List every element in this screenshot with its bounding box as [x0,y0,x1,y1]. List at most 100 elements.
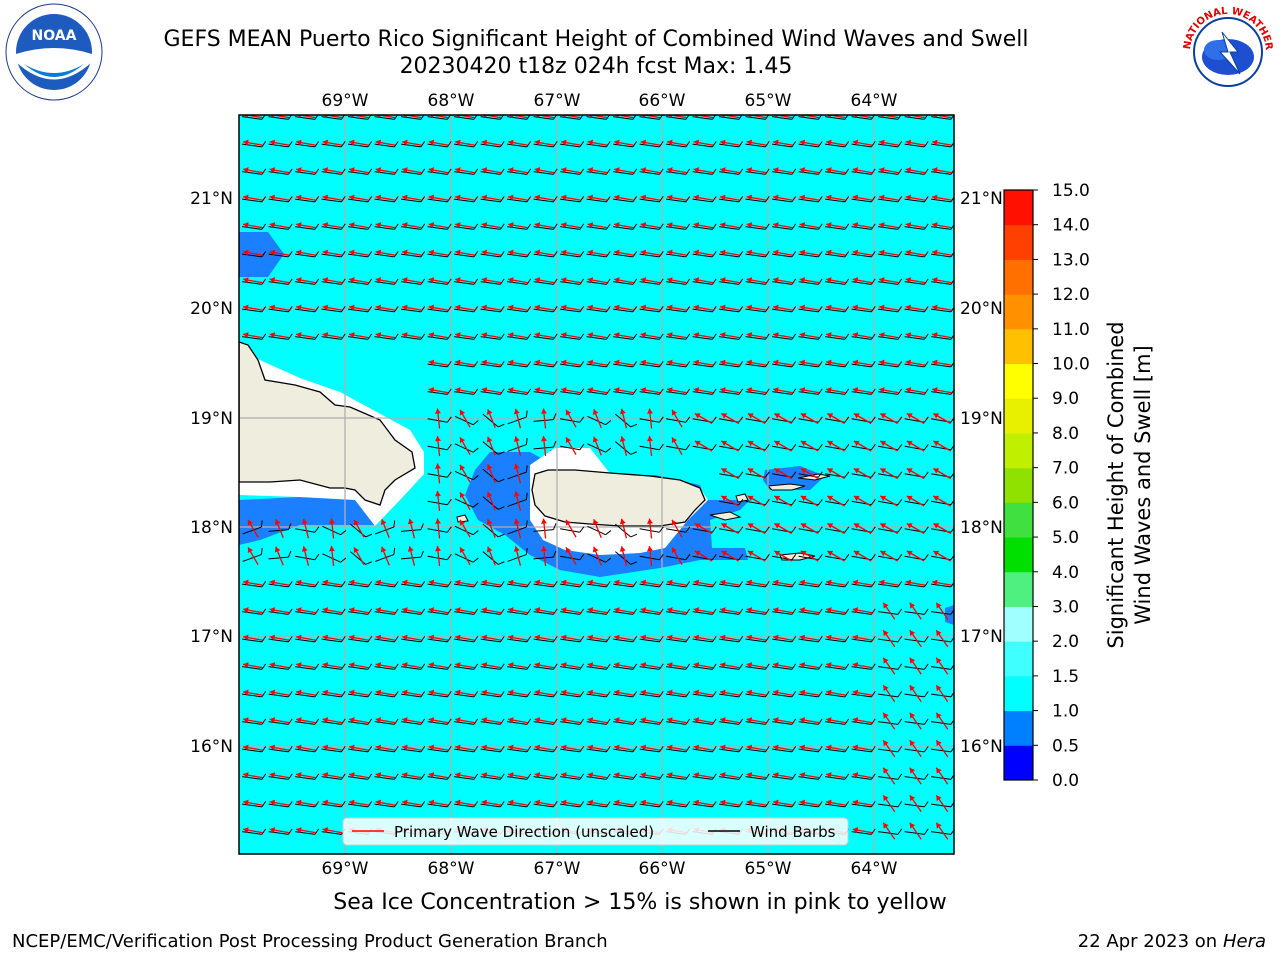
wind-barb [507,773,532,780]
wave-arrow [459,437,471,455]
wind-barb [692,333,717,340]
wind-barb [904,223,929,230]
wind-barb [719,801,744,808]
wind-barb [931,388,954,395]
wind-barb [268,663,293,670]
wave-arrow [508,772,528,779]
wind-barb [295,196,320,203]
lon-label-top: 66°W [639,91,686,111]
wave-arrow [640,277,661,284]
wave-arrow [773,634,793,641]
wave-arrow [587,579,608,586]
wave-arrow [513,546,522,566]
wind-barb [374,520,396,535]
wind-barb [825,388,850,395]
wave-arrow [296,634,316,641]
wave-arrow [614,139,634,146]
wave-arrow [587,387,608,394]
wind-barb [401,691,426,698]
wave-arrow [513,491,522,511]
wave-arrow [434,518,441,539]
wind-barb [560,444,585,451]
wave-arrow [746,222,767,229]
wave-arrow [852,359,873,366]
wind-barb [268,550,292,560]
wind-barb [295,801,320,808]
wave-arrow [322,744,343,751]
wave-arrow [349,249,369,256]
wave-arrow [799,304,820,311]
wave-arrow [747,467,766,480]
wave-arrow [826,799,846,806]
wave-arrow [909,629,922,648]
wind-barb [242,306,267,313]
wave-arrow [561,772,581,779]
wave-arrow [455,799,475,806]
wind-barb [745,251,770,258]
wind-barb [692,801,717,808]
wind-barb [427,444,452,451]
wave-arrow [587,139,608,146]
wave-arrow [905,277,926,284]
wind-barb [666,251,691,258]
wind-barb [639,196,664,203]
wave-arrow [773,139,793,146]
wave-arrow [720,359,740,366]
wind-barb [666,444,691,451]
wind-barb [798,746,823,753]
wave-arrow [614,222,634,229]
wind-barb [825,691,850,698]
wave-arrow [905,139,926,146]
colorbar-band [1004,190,1033,226]
wind-barb [560,526,585,533]
wave-arrow [534,359,555,366]
wave-arrow [587,332,608,339]
wave-arrow [852,689,873,696]
wave-arrow [800,550,819,562]
wave-arrow [561,744,581,751]
wave-arrow [799,717,820,724]
wave-arrow [486,491,496,511]
wave-arrow [508,634,528,641]
wave-arrow [407,546,416,566]
wind-barb [268,746,293,753]
wave-arrow [587,772,608,779]
wave-arrow [269,827,290,834]
wave-arrow [428,689,449,696]
wave-arrow [614,607,634,614]
wind-barb [904,278,929,285]
wave-arrow [640,634,661,641]
wave-arrow [269,662,290,669]
wave-arrow [587,662,608,669]
wave-arrow [827,467,845,480]
wind-barb [719,636,744,643]
wind-barb [719,663,744,670]
wave-arrow [243,579,263,586]
wave-arrow [694,440,713,452]
wind-barb [798,251,823,258]
wind-barb [904,251,929,258]
wave-arrow [269,222,290,229]
colorbar-tick-label: 15.0 [1052,181,1090,201]
wave-arrow [693,579,714,586]
wind-barb [295,333,320,340]
wave-arrow [565,437,577,455]
land-vieques [709,511,742,521]
wind-barb [878,251,903,258]
wind-barb [798,306,823,313]
wind-barb [507,520,528,535]
wind-barb [374,115,399,120]
wave-arrow [296,717,316,724]
wave-arrow [296,277,316,284]
wave-arrow [481,249,502,256]
wind-barb [615,413,638,428]
wave-arrow [402,634,422,641]
lat-label-left: 18°N [190,518,233,538]
wind-barb [454,470,479,481]
wind-barb [878,223,903,230]
wind-barb [268,828,293,835]
wind-barb [480,333,505,340]
wind-barb [931,141,954,148]
wave-arrow [402,277,422,284]
wave-arrow [534,607,555,614]
